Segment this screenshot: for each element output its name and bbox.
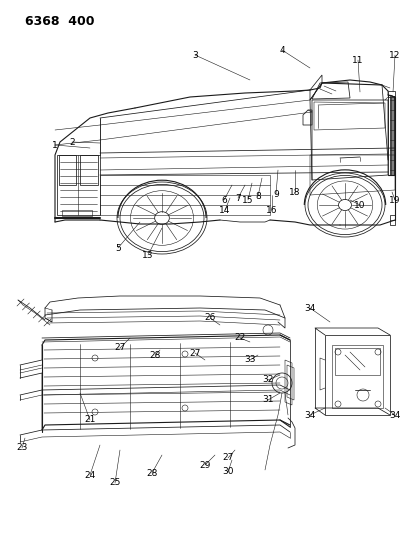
Text: 16: 16 [265, 206, 277, 214]
Text: 1: 1 [52, 141, 58, 149]
Text: 21: 21 [84, 416, 95, 424]
Text: 12: 12 [389, 51, 400, 60]
Text: 27: 27 [114, 343, 126, 352]
Text: 19: 19 [388, 196, 400, 205]
Text: 11: 11 [351, 55, 363, 64]
Text: 3: 3 [192, 51, 198, 60]
Text: 14: 14 [219, 206, 230, 214]
Text: 6: 6 [220, 196, 226, 205]
Text: 30: 30 [222, 467, 233, 477]
Text: 34: 34 [303, 303, 315, 312]
Text: 22: 22 [234, 334, 245, 343]
Text: 5: 5 [115, 244, 121, 253]
Text: 28: 28 [149, 351, 160, 359]
Text: 10: 10 [353, 200, 365, 209]
Text: 32: 32 [262, 376, 273, 384]
Text: 18: 18 [288, 188, 300, 197]
Text: 6368  400: 6368 400 [25, 15, 94, 28]
Text: 4: 4 [279, 45, 284, 54]
Text: 31: 31 [262, 395, 273, 405]
Text: 7: 7 [234, 193, 240, 203]
Text: 33: 33 [244, 356, 255, 365]
Text: 27: 27 [189, 349, 200, 358]
Text: 9: 9 [272, 190, 278, 198]
Text: 15: 15 [242, 196, 253, 205]
Text: 26: 26 [204, 313, 215, 322]
Text: 8: 8 [254, 191, 260, 200]
Text: 2: 2 [69, 138, 74, 147]
Text: 24: 24 [84, 471, 95, 480]
Text: 28: 28 [146, 469, 157, 478]
Text: 29: 29 [199, 461, 210, 470]
Text: 25: 25 [109, 479, 120, 488]
Text: 34: 34 [303, 410, 315, 419]
Text: 23: 23 [16, 443, 28, 453]
Text: 34: 34 [389, 410, 400, 419]
Text: 27: 27 [222, 454, 233, 463]
Text: 13: 13 [142, 251, 153, 260]
